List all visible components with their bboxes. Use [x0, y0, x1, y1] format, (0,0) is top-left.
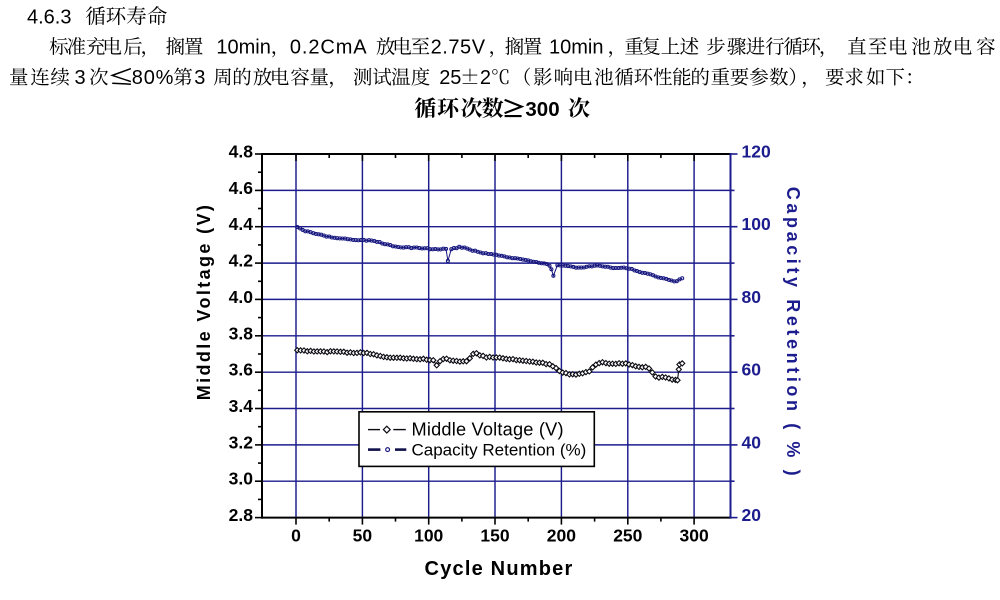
- svg-text:20: 20: [742, 505, 762, 525]
- svg-text:3.8: 3.8: [229, 323, 254, 343]
- svg-text:2.8: 2.8: [229, 505, 254, 525]
- svg-text:4.8: 4.8: [229, 142, 254, 162]
- svg-text:250: 250: [613, 526, 642, 546]
- svg-text:3.0: 3.0: [229, 469, 254, 489]
- svg-text:Cycle Number: Cycle Number: [425, 558, 574, 580]
- svg-text:2.75V: 2.75V: [431, 37, 486, 59]
- svg-text:4.6: 4.6: [229, 178, 254, 198]
- svg-text:120: 120: [742, 142, 771, 162]
- svg-text:100: 100: [742, 214, 771, 234]
- svg-text:Capacity Retention (%): Capacity Retention (%): [412, 441, 587, 460]
- svg-text:2: 2: [480, 67, 491, 89]
- svg-text:Capacity Retention ( % ): Capacity Retention ( % ): [783, 187, 803, 479]
- svg-text:40: 40: [742, 432, 762, 452]
- svg-text:10min: 10min: [549, 37, 603, 59]
- svg-text:4.0: 4.0: [229, 287, 254, 307]
- svg-text:80: 80: [742, 287, 762, 307]
- svg-text:Middle Voltage (V): Middle Voltage (V): [412, 420, 564, 440]
- svg-text:3.4: 3.4: [229, 396, 254, 416]
- svg-text:300: 300: [679, 526, 708, 546]
- svg-text:80%: 80%: [132, 67, 174, 89]
- svg-text:Middle Voltage (V): Middle Voltage (V): [194, 203, 214, 401]
- svg-text:10min: 10min: [216, 37, 270, 59]
- svg-text:4.2: 4.2: [229, 251, 254, 271]
- svg-text:200: 200: [547, 526, 576, 546]
- svg-text:3: 3: [75, 67, 86, 89]
- svg-text:300: 300: [525, 98, 559, 121]
- svg-text:60: 60: [742, 360, 762, 380]
- svg-text:0: 0: [291, 526, 301, 546]
- svg-text:25: 25: [439, 67, 461, 89]
- svg-text:3.6: 3.6: [229, 360, 254, 380]
- svg-text:50: 50: [353, 526, 373, 546]
- svg-text:3: 3: [194, 67, 205, 89]
- svg-text:0.2CmA: 0.2CmA: [290, 37, 368, 59]
- svg-text:4.6.3: 4.6.3: [27, 7, 71, 29]
- svg-text:100: 100: [414, 526, 443, 546]
- svg-text:150: 150: [480, 526, 509, 546]
- svg-text:4.4: 4.4: [229, 214, 254, 234]
- svg-text:3.2: 3.2: [229, 432, 254, 452]
